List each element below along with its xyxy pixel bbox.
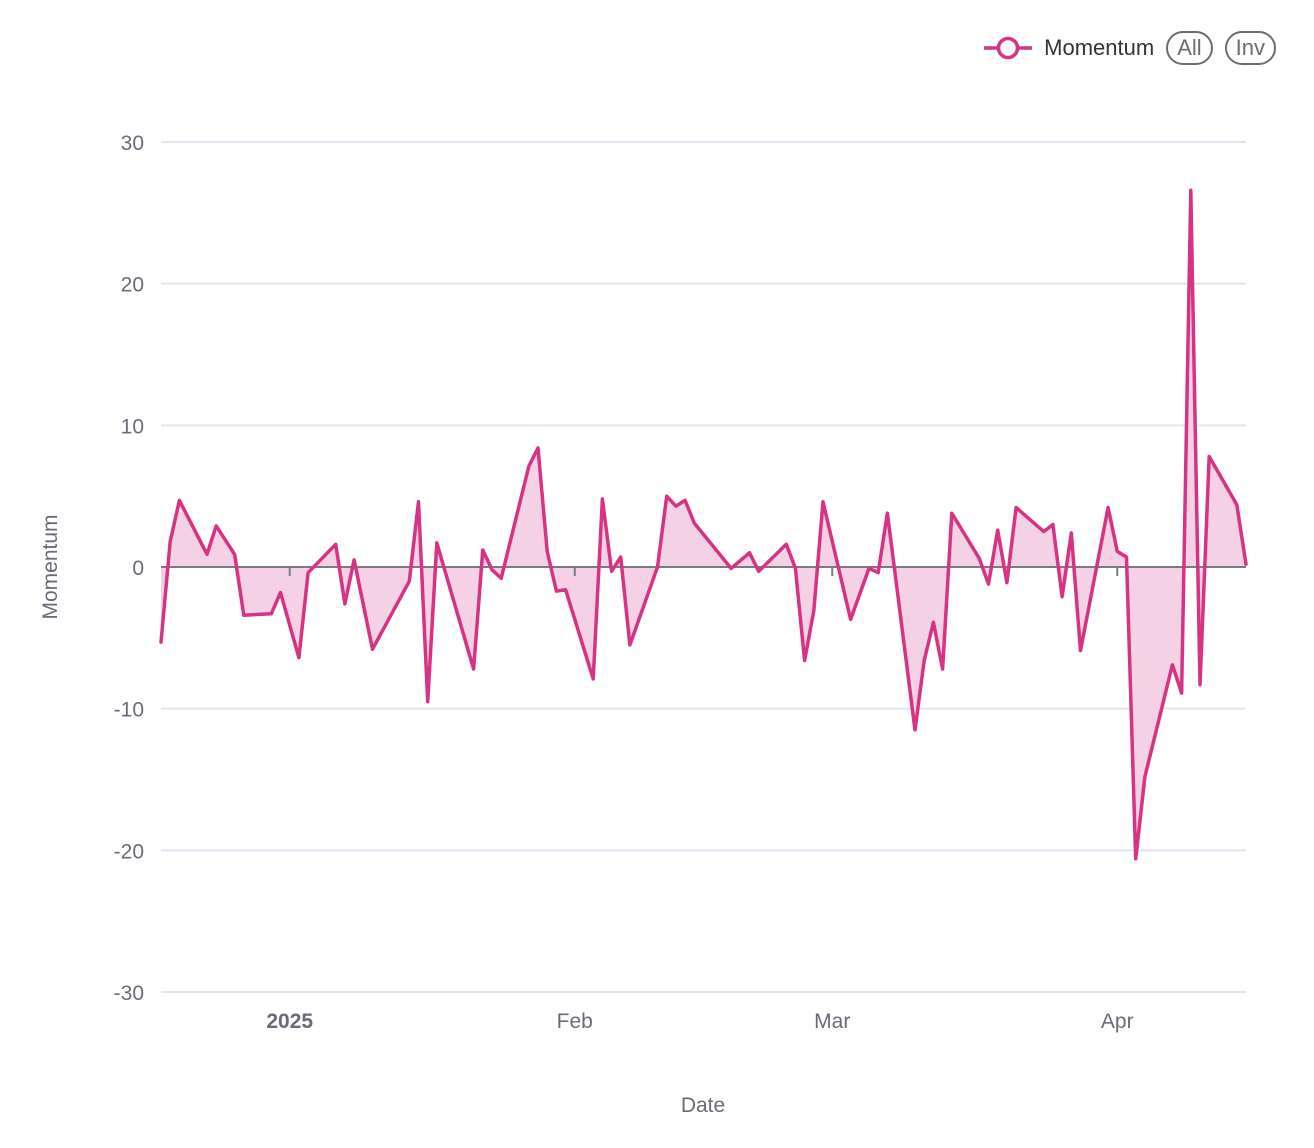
y-tick-label: -10: [114, 699, 144, 722]
x-axis-ticks: 2025 Feb Mar Apr: [266, 567, 1134, 1033]
series-line-momentum[interactable]: [159, 188, 1248, 861]
series-area-momentum: [161, 190, 1246, 859]
y-axis-title: Momentum: [39, 514, 62, 619]
all-button[interactable]: All: [1166, 31, 1213, 65]
grid-lines: [161, 141, 1246, 993]
legend-marker-icon: [984, 36, 1033, 60]
x-tick-label: Mar: [814, 1010, 850, 1033]
x-tick-label: Apr: [1101, 1010, 1134, 1033]
x-axis-title: Date: [681, 1094, 725, 1117]
y-tick-label: -30: [114, 982, 144, 1005]
y-tick-label: -20: [114, 840, 144, 863]
y-axis-ticks: -30 -20 -10 0 10 20 30: [114, 132, 144, 1005]
inv-button[interactable]: Inv: [1224, 31, 1276, 65]
x-tick-label: Feb: [557, 1010, 593, 1033]
y-tick-label: 20: [121, 274, 144, 297]
legend-label-momentum: Momentum: [1044, 35, 1155, 60]
legend: Momentum All Inv: [982, 31, 1276, 65]
legend-item-momentum[interactable]: Momentum: [982, 35, 1154, 61]
area-fill: [161, 190, 1246, 859]
y-tick-label: 10: [121, 415, 144, 438]
series-line[interactable]: [159, 188, 1248, 861]
y-tick-label: 30: [121, 132, 144, 155]
x-tick-label: 2025: [266, 1010, 313, 1033]
y-tick-label: 0: [132, 557, 144, 580]
